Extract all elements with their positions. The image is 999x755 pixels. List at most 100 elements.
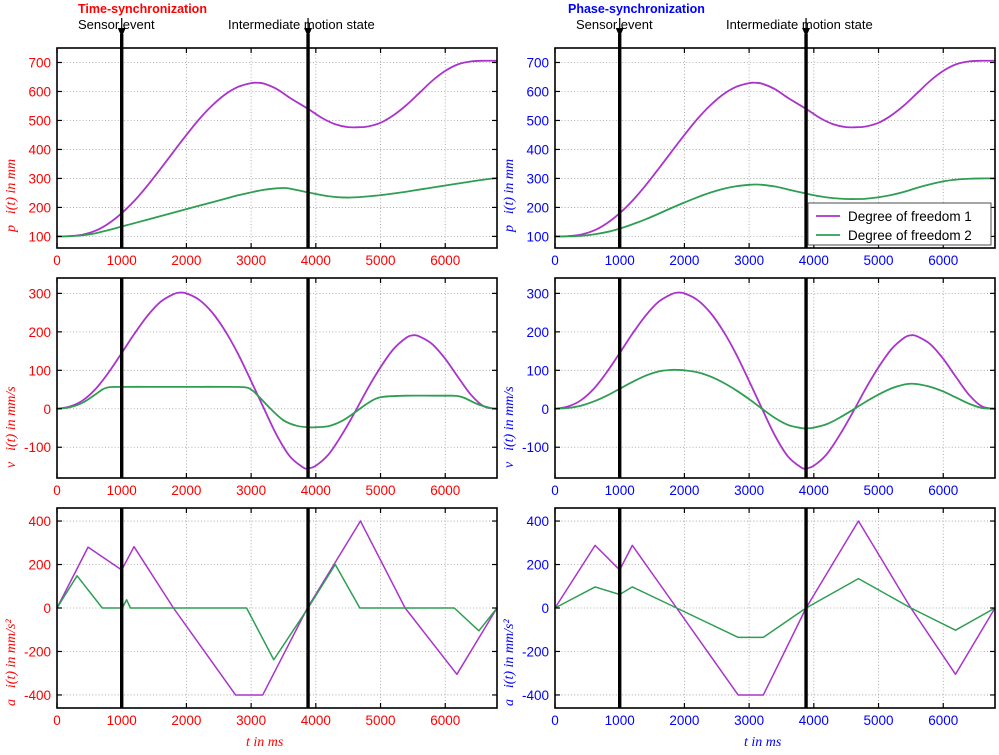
- panel-title-time-sync: Time-synchronization: [78, 2, 207, 16]
- x-tick-label: 3000: [734, 713, 764, 728]
- y-tick-label: 0: [43, 402, 51, 417]
- x-tick-label: 2000: [669, 483, 699, 498]
- plot-time-sync-acceleration: 0 1000 2000 3000 4000 5000 6000 -400 -200 0 200 400: [24, 507, 498, 728]
- y-tick-label: 300: [526, 171, 549, 186]
- x-tick-label: 0: [551, 253, 559, 268]
- y-tick-label: 400: [28, 514, 51, 529]
- y-tick-label: 400: [28, 142, 51, 157]
- series-line-degree-of-freedom-1: [554, 291, 996, 470]
- series-line-degree-of-freedom-1: [554, 59, 996, 238]
- y-tick-label: 200: [28, 325, 51, 340]
- y-tick-label: 300: [28, 171, 51, 186]
- series-line-degree-of-freedom-1: [56, 59, 498, 238]
- x-tick-label: 0: [53, 713, 61, 728]
- x-tick-label: 5000: [864, 253, 894, 268]
- x-tick-label: 0: [551, 713, 559, 728]
- x-tick-label: 0: [53, 483, 61, 498]
- series-line-degree-of-freedom-2: [56, 563, 498, 661]
- annotation-arrow-head: [615, 28, 624, 37]
- y-tick-label: 0: [541, 402, 549, 417]
- x-tick-label: 1000: [605, 713, 635, 728]
- x-tick-label: 2000: [669, 253, 699, 268]
- annotation-intermediate-state-left: Intermediate motion state: [228, 17, 375, 32]
- x-tick-label: 1000: [107, 713, 137, 728]
- y-tick-label: 300: [526, 286, 549, 301]
- x-tick-label: 4000: [799, 253, 829, 268]
- x-tick-label: 3000: [734, 483, 764, 498]
- x-tick-label: 3000: [734, 253, 764, 268]
- x-tick-label: 1000: [605, 253, 635, 268]
- plot-phase-sync-velocity: 0 1000 2000 3000 4000 5000 6000 -100 0 100 200 300: [522, 277, 996, 498]
- legend-box: [807, 202, 992, 246]
- x-tick-label: 2000: [171, 483, 201, 498]
- legend: Degree of freedom 1 Degree of freedom 2: [807, 202, 992, 246]
- series-line-degree-of-freedom-2: [554, 177, 996, 238]
- series-line-degree-of-freedom-1: [554, 520, 996, 696]
- series-line-degree-of-freedom-1: [56, 291, 498, 470]
- x-tick-label: 1000: [107, 253, 137, 268]
- y-tick-label: -100: [522, 440, 549, 455]
- y-tick-label: 700: [526, 55, 549, 70]
- x-tick-label: 3000: [236, 483, 266, 498]
- x-tick-label: 1000: [107, 483, 137, 498]
- y-tick-label: 600: [526, 84, 549, 99]
- y-tick-label: 100: [28, 363, 51, 378]
- x-tick-label: 6000: [928, 253, 958, 268]
- plot-phase-sync-position: 0 1000 2000 3000 4000 5000 6000 100 200 300 400 500…: [526, 18, 996, 268]
- x-tick-label: 6000: [430, 713, 460, 728]
- x-tick-label: 5000: [864, 483, 894, 498]
- x-tick-label: 0: [53, 253, 61, 268]
- x-tick-label: 5000: [366, 483, 396, 498]
- x-tick-label: 5000: [366, 253, 396, 268]
- axes-box: [56, 47, 498, 249]
- series-line-degree-of-freedom-1: [56, 520, 498, 696]
- series-line-degree-of-freedom-2: [56, 177, 498, 238]
- y-tick-label: 700: [28, 55, 51, 70]
- plot-time-sync-position: 0 1000 2000 3000 4000 5000 6000 100 200 300 400 500…: [28, 18, 498, 268]
- annotation-sensor-event-left: Sensor event: [78, 17, 155, 32]
- y-tick-label: 200: [526, 325, 549, 340]
- x-tick-label: 2000: [171, 253, 201, 268]
- y-tick-label: 0: [43, 601, 51, 616]
- xlabel-left: t in ms: [246, 735, 284, 750]
- y-tick-label: 0: [541, 601, 549, 616]
- y-tick-label: -400: [24, 688, 51, 703]
- y-tick-label: 300: [28, 286, 51, 301]
- y-tick-label: 500: [28, 113, 51, 128]
- y-tick-label: 200: [28, 200, 51, 215]
- series-line-degree-of-freedom-2: [554, 368, 996, 430]
- axes-box: [56, 277, 498, 479]
- plot-phase-sync-acceleration: 0 1000 2000 3000 4000 5000 6000 -400 -200 0 200 400: [522, 507, 996, 728]
- annotation-arrow-head: [304, 28, 313, 37]
- x-tick-label: 3000: [236, 253, 266, 268]
- annotation-arrow-head: [117, 28, 126, 37]
- y-tick-label: 200: [526, 200, 549, 215]
- panel-title-phase-sync: Phase-synchronization: [568, 2, 705, 16]
- y-tick-label: 100: [28, 229, 51, 244]
- annotation-arrow-head: [802, 28, 811, 37]
- x-tick-label: 5000: [366, 713, 396, 728]
- x-tick-label: 4000: [301, 253, 331, 268]
- annotation-intermediate-state-right: Intermediate motion state: [726, 17, 873, 32]
- x-tick-label: 4000: [301, 483, 331, 498]
- y-tick-label: 200: [526, 558, 549, 573]
- legend-label-2: Degree of freedom 2: [848, 228, 972, 243]
- x-tick-label: 4000: [799, 483, 829, 498]
- x-tick-label: 0: [551, 483, 559, 498]
- y-tick-label: -200: [522, 644, 549, 659]
- x-tick-label: 6000: [928, 713, 958, 728]
- y-tick-label: -100: [24, 440, 51, 455]
- y-tick-label: -200: [24, 644, 51, 659]
- plot-time-sync-velocity: 0 1000 2000 3000 4000 5000 6000 -100 0 100 200 300: [24, 277, 498, 498]
- y-tick-label: 100: [526, 363, 549, 378]
- y-tick-label: -400: [522, 688, 549, 703]
- x-tick-label: 5000: [864, 713, 894, 728]
- y-tick-label: 600: [28, 84, 51, 99]
- x-tick-label: 1000: [605, 483, 635, 498]
- y-tick-label: 400: [526, 514, 549, 529]
- y-tick-label: 100: [526, 229, 549, 244]
- annotation-sensor-event-right: Sensor event: [576, 17, 653, 32]
- xlabel-right: t in ms: [744, 735, 782, 750]
